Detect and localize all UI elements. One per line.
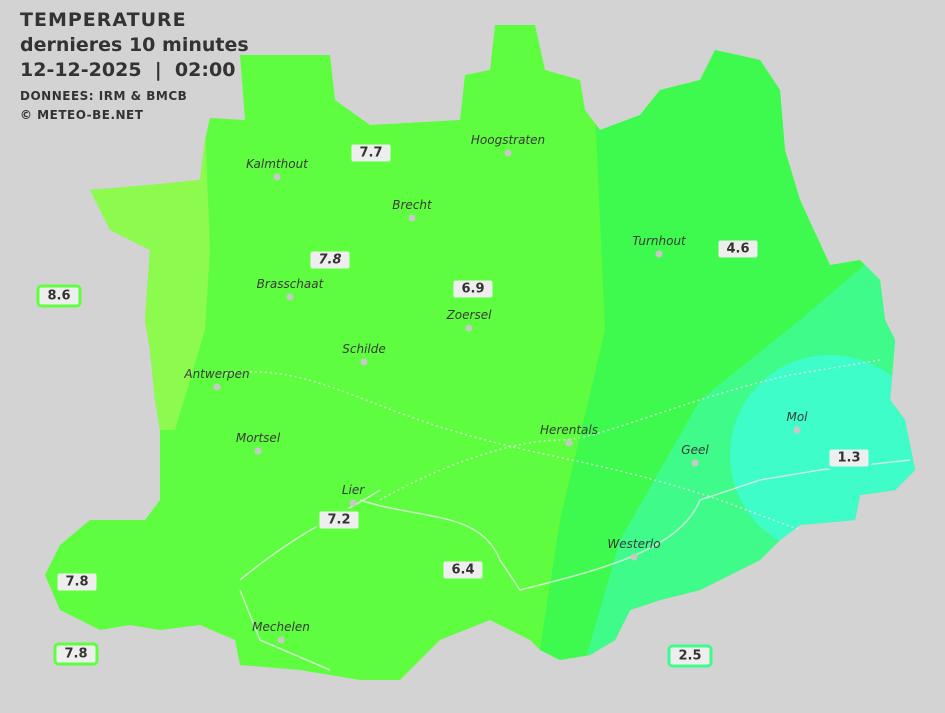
temperature-reading: 6.4 bbox=[440, 558, 486, 582]
city-marker bbox=[408, 214, 416, 222]
city-marker bbox=[691, 459, 699, 467]
city-label: Brasschaat bbox=[256, 277, 324, 291]
city-label: Kalmthout bbox=[246, 157, 308, 171]
map-datetime: 12-12-2025 | 02:00 bbox=[20, 59, 236, 81]
city-marker bbox=[504, 149, 512, 157]
temperature-reading: 2.5 bbox=[667, 644, 713, 668]
city-label: Turnhout bbox=[632, 234, 686, 248]
city-label: Westerlo bbox=[607, 537, 661, 551]
temperature-reading: 6.9 bbox=[450, 277, 496, 301]
city-label: Hoogstraten bbox=[470, 133, 546, 147]
temperature-reading: 7.8 bbox=[53, 642, 99, 666]
city-marker bbox=[465, 324, 473, 332]
city-label: Geel bbox=[681, 443, 709, 457]
temperature-reading: 4.6 bbox=[715, 237, 761, 261]
city-label: Lier bbox=[341, 483, 365, 497]
temperature-reading: 7.8 bbox=[54, 570, 100, 594]
city-marker bbox=[630, 553, 638, 561]
map-title: TEMPERATURE bbox=[20, 9, 187, 31]
temperature-reading: 7.2 bbox=[316, 508, 362, 532]
city-label: Mechelen bbox=[252, 620, 310, 634]
city-label: Zoersel bbox=[446, 308, 492, 322]
copyright: © METEO-BE.NET bbox=[20, 108, 144, 122]
city-label: Antwerpen bbox=[184, 367, 250, 381]
city-marker bbox=[273, 173, 281, 181]
city-label: Mol bbox=[786, 410, 808, 424]
temperature-reading: 8.6 bbox=[36, 284, 82, 308]
temperature-reading: 7.8 bbox=[307, 248, 353, 272]
city-marker bbox=[277, 636, 285, 644]
city-marker bbox=[213, 383, 221, 391]
city-marker bbox=[349, 499, 357, 507]
city-label: Schilde bbox=[342, 342, 386, 356]
city-marker bbox=[360, 358, 368, 366]
city-marker bbox=[254, 447, 262, 455]
city-marker bbox=[655, 250, 663, 258]
temperature-reading: 7.7 bbox=[348, 141, 394, 165]
city-label: Brecht bbox=[392, 198, 432, 212]
rivers-railways bbox=[214, 359, 911, 671]
data-source: DONNEES: IRM & BMCB bbox=[20, 89, 188, 103]
city-label: Herentals bbox=[540, 423, 598, 437]
map-subtitle: dernieres 10 minutes bbox=[20, 34, 249, 56]
city-marker bbox=[793, 426, 801, 434]
temperature-reading: 1.3 bbox=[826, 446, 872, 470]
city-marker bbox=[286, 293, 294, 301]
city-label: Mortsel bbox=[235, 431, 281, 445]
city-marker bbox=[565, 439, 573, 447]
